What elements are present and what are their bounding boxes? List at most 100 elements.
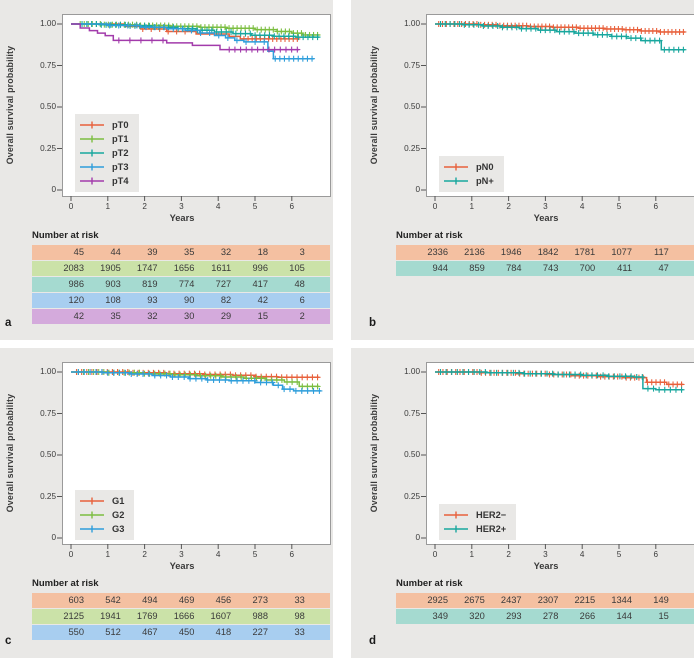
legend-label: HER2− bbox=[476, 510, 507, 520]
x-tick-label: 2 bbox=[506, 202, 511, 211]
risk-count: 42 bbox=[73, 311, 84, 321]
risk-count: 418 bbox=[215, 627, 232, 637]
risk-count: 44 bbox=[110, 247, 121, 257]
panel-d: Overall survival probability Years HER2−… bbox=[351, 348, 694, 658]
risk-count: 2675 bbox=[464, 595, 485, 605]
risk-count: 149 bbox=[653, 595, 669, 605]
risk-count: 33 bbox=[294, 627, 305, 637]
legend-item-G3: G3 bbox=[79, 522, 124, 536]
risk-count: 1666 bbox=[173, 611, 195, 621]
km-curve-G3 bbox=[71, 369, 323, 394]
legend-label: G1 bbox=[112, 496, 125, 506]
legend-item-pT1: pT1 bbox=[79, 132, 129, 146]
risk-count: 33 bbox=[294, 595, 305, 605]
x-tick-label: 3 bbox=[179, 550, 184, 559]
risk-count: 2136 bbox=[464, 247, 485, 257]
risk-count: 6 bbox=[299, 295, 305, 305]
risk-count: 293 bbox=[506, 611, 522, 621]
legend: HER2− HER2+ bbox=[439, 504, 517, 540]
risk-count: 320 bbox=[469, 611, 485, 621]
legend-item-pT3: pT3 bbox=[79, 160, 129, 174]
risk-count: 39 bbox=[147, 247, 158, 257]
risk-count: 105 bbox=[289, 263, 305, 273]
risk-row-HER2−: 2925 2675 2437 2307 2215 1344 149 bbox=[396, 593, 694, 608]
x-tick-label: 1 bbox=[469, 202, 475, 211]
risk-table-title: Number at risk bbox=[396, 578, 463, 589]
legend-label: pT0 bbox=[112, 120, 129, 130]
y-tick-label: 0.25 bbox=[40, 491, 56, 501]
risk-row-pN+: 944 859 784 743 700 411 47 bbox=[396, 261, 694, 276]
legend-key-icon bbox=[80, 149, 104, 157]
risk-count: 90 bbox=[184, 295, 195, 305]
y-tick-label: 0 bbox=[51, 533, 56, 542]
y-tick-label: 0.50 bbox=[404, 450, 420, 459]
legend: pN0 pN+ bbox=[439, 156, 504, 192]
km-curve-pN+ bbox=[435, 21, 687, 53]
risk-count: 944 bbox=[432, 263, 448, 273]
risk-count: 93 bbox=[147, 295, 158, 305]
legend-item-G1: G1 bbox=[79, 494, 124, 508]
risk-count: 32 bbox=[147, 311, 158, 321]
risk-count: 512 bbox=[105, 627, 121, 637]
risk-count: 727 bbox=[215, 279, 232, 289]
risk-row-G1: 603 542 494 469 456 273 33 bbox=[32, 593, 330, 608]
risk-row-pT1: 2083 1905 1747 1656 1611 996 105 bbox=[32, 261, 330, 276]
legend-key-icon bbox=[444, 525, 468, 533]
legend-key-icon bbox=[80, 177, 104, 185]
risk-table-title: Number at risk bbox=[396, 230, 463, 241]
legend-label: pT2 bbox=[112, 148, 129, 158]
y-tick-label: 0 bbox=[415, 185, 420, 194]
panel-c-inner: Overall survival probability Years G1 G2 G… bbox=[0, 348, 333, 658]
y-tick-label: 0.50 bbox=[40, 450, 56, 459]
risk-count: 743 bbox=[542, 263, 559, 273]
risk-table-title: Number at risk bbox=[32, 578, 99, 589]
x-tick-label: 5 bbox=[616, 550, 622, 559]
risk-count: 349 bbox=[432, 611, 448, 621]
x-tick-label: 2 bbox=[506, 550, 511, 559]
risk-count: 467 bbox=[142, 627, 158, 637]
legend-key-icon bbox=[444, 511, 468, 519]
risk-count: 411 bbox=[617, 263, 632, 273]
panel-b-inner: Overall survival probability Years pN0 pN… bbox=[364, 0, 694, 340]
km-curve-pT3 bbox=[71, 22, 316, 62]
legend-label: G3 bbox=[112, 524, 125, 534]
risk-count: 2125 bbox=[63, 611, 84, 621]
risk-count: 3 bbox=[299, 247, 305, 257]
risk-count: 35 bbox=[184, 247, 195, 257]
panel-b: Overall survival probability Years pN0 pN… bbox=[351, 0, 694, 340]
x-tick-label: 3 bbox=[543, 550, 548, 559]
km-curve-pT4 bbox=[71, 23, 301, 53]
legend-item-pT4: pT4 bbox=[79, 174, 129, 188]
risk-count: 784 bbox=[506, 263, 522, 273]
y-tick-label: 1.00 bbox=[404, 19, 420, 28]
risk-count: 1781 bbox=[574, 247, 596, 257]
risk-count: 29 bbox=[220, 311, 232, 321]
risk-count: 1344 bbox=[611, 595, 632, 605]
risk-count: 2437 bbox=[500, 595, 522, 605]
panel-letter: a bbox=[5, 317, 12, 329]
legend-key-icon bbox=[444, 177, 468, 185]
x-tick-label: 6 bbox=[653, 550, 659, 559]
risk-count: 47 bbox=[658, 263, 669, 273]
risk-count: 266 bbox=[579, 611, 596, 621]
x-tick-label: 1 bbox=[469, 550, 475, 559]
risk-count: 117 bbox=[653, 247, 669, 257]
panel-d-inner: Overall survival probability Years HER2−… bbox=[364, 348, 694, 658]
risk-count: 2925 bbox=[427, 595, 448, 605]
risk-count: 1077 bbox=[611, 247, 632, 257]
y-tick-label: 1.00 bbox=[404, 367, 420, 376]
legend-key-icon bbox=[80, 511, 104, 519]
risk-count: 774 bbox=[178, 279, 195, 289]
x-tick-label: 0 bbox=[432, 550, 438, 559]
risk-count: 2215 bbox=[574, 595, 596, 605]
risk-count: 859 bbox=[469, 263, 485, 273]
risk-table-title: Number at risk bbox=[32, 230, 99, 241]
risk-count: 903 bbox=[105, 279, 121, 289]
panel-c: Overall survival probability Years G1 G2 G… bbox=[0, 348, 333, 658]
risk-count: 1747 bbox=[136, 263, 158, 273]
risk-count: 42 bbox=[257, 295, 268, 305]
x-tick-label: 5 bbox=[252, 550, 258, 559]
x-tick-label: 1 bbox=[105, 550, 111, 559]
legend-key-icon bbox=[80, 163, 104, 171]
